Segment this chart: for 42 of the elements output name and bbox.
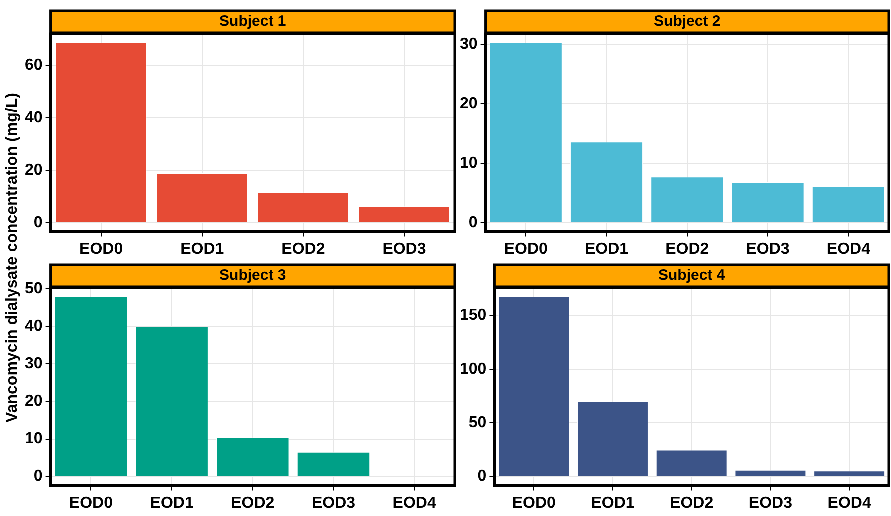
- y-axis-title: Vancomycin dialysate concentration (mg/L): [4, 93, 22, 423]
- y-tick-label: 40: [25, 318, 43, 336]
- y-tick-label: 150: [460, 307, 487, 324]
- x-tick-label: EOD3: [382, 240, 426, 258]
- x-tick-label: EOD2: [231, 494, 275, 512]
- x-tick-label: EOD3: [312, 494, 356, 512]
- y-tick-label: 20: [460, 96, 478, 112]
- x-tick-label: EOD1: [591, 494, 635, 512]
- x-tick-label: EOD1: [180, 240, 224, 258]
- x-tick-label: EOD1: [584, 240, 629, 258]
- x-tick-label: EOD3: [748, 494, 793, 512]
- y-tick-label: 0: [34, 214, 43, 232]
- x-tick-label: EOD2: [666, 240, 710, 258]
- x-tick-label: EOD0: [512, 494, 556, 512]
- y-tick-label: 20: [25, 162, 43, 179]
- y-tick-label: 30: [460, 36, 478, 54]
- y-tick-label: 30: [25, 356, 43, 373]
- x-tick-label: EOD4: [826, 240, 871, 258]
- y-tick-label: 60: [25, 56, 43, 74]
- x-tick-label: EOD0: [69, 494, 114, 512]
- x-tick-label: EOD4: [392, 494, 436, 512]
- y-tick-label: 10: [460, 154, 478, 172]
- x-tick-label: EOD2: [670, 494, 714, 512]
- chart-title: Subject 4: [658, 267, 726, 284]
- x-tick-label: EOD1: [150, 494, 194, 512]
- y-tick-label: 100: [460, 360, 487, 378]
- y-tick-label: 50: [25, 280, 43, 298]
- y-tick-label: 20: [25, 393, 43, 410]
- chart-title: Subject 2: [654, 13, 721, 30]
- y-tick-label: 0: [478, 468, 487, 486]
- x-tick-label: EOD0: [504, 240, 548, 258]
- y-tick-label: 40: [25, 109, 43, 126]
- y-tick-label: 50: [468, 414, 487, 432]
- y-tick-label: 10: [25, 430, 43, 448]
- chart-title: Subject 1: [220, 13, 286, 30]
- y-tick-label: 0: [34, 468, 43, 486]
- chart-title: Subject 3: [220, 267, 286, 284]
- x-tick-label: EOD2: [282, 240, 326, 258]
- x-tick-label: EOD0: [80, 240, 124, 258]
- x-tick-label: EOD3: [746, 240, 790, 258]
- y-tick-label: 0: [468, 214, 478, 232]
- x-tick-label: EOD4: [828, 494, 872, 512]
